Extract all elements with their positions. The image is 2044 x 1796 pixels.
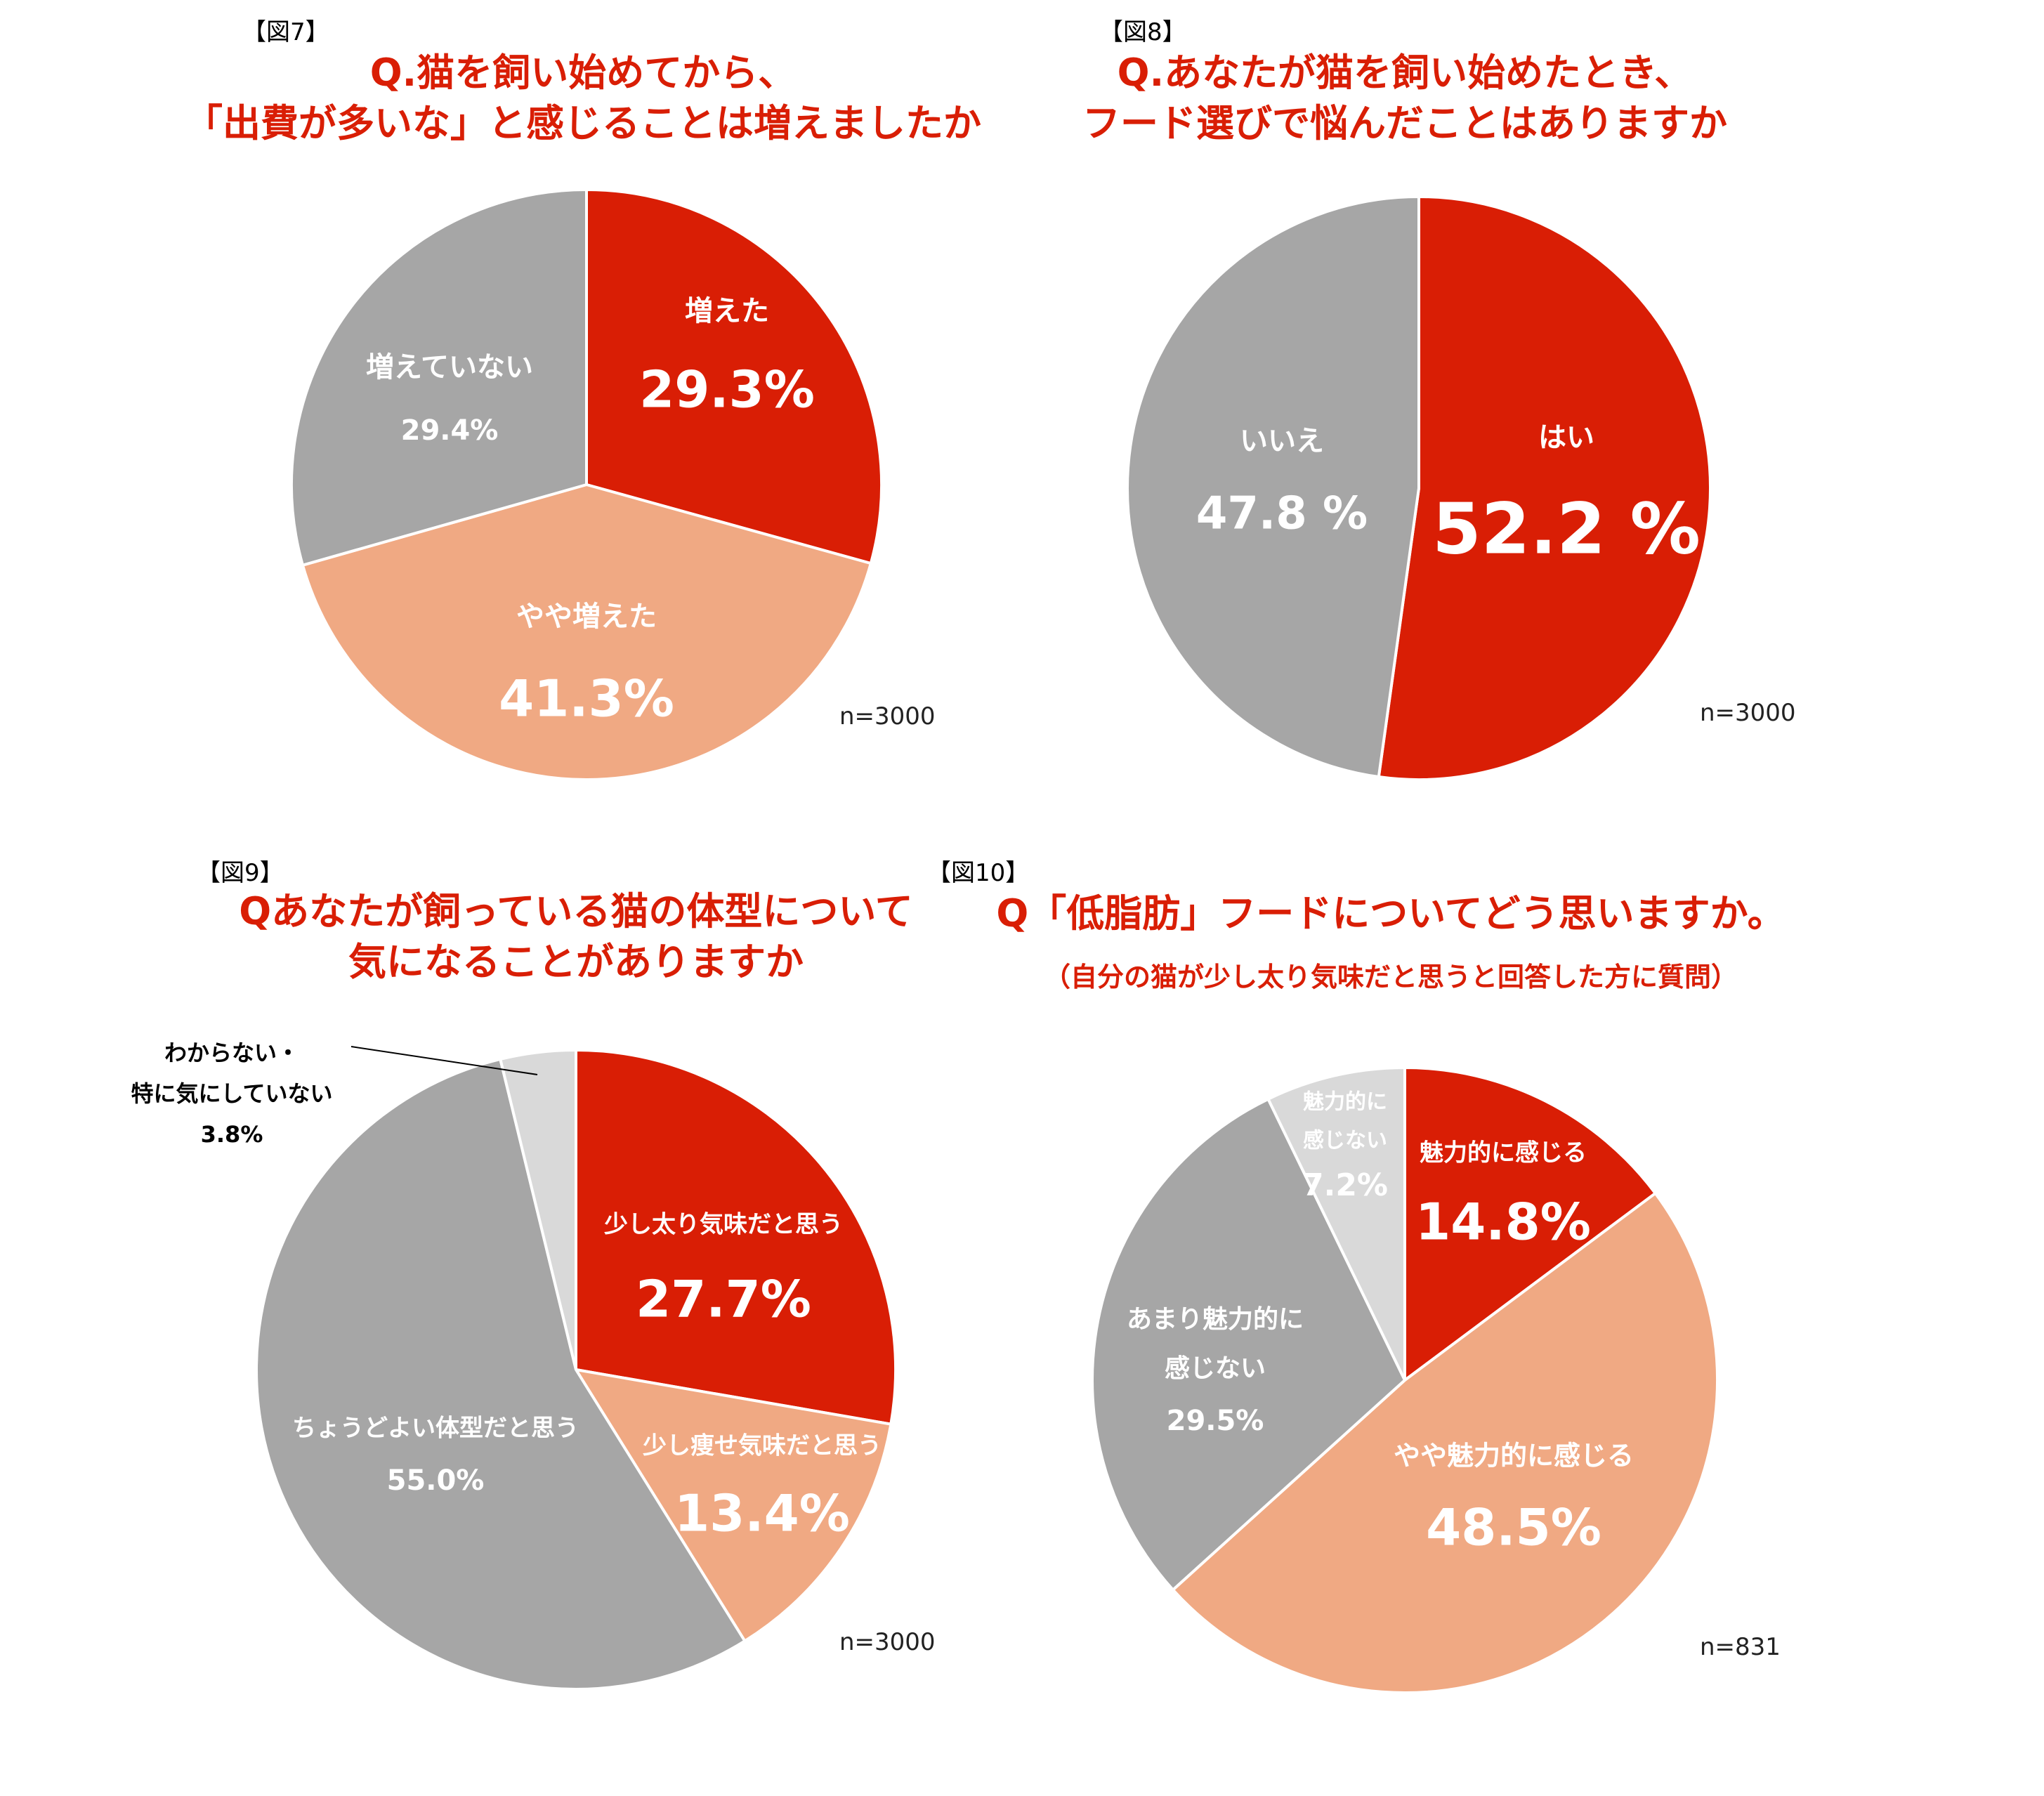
fig9-leader-line bbox=[351, 1046, 538, 1075]
fig9-outside-label: わからない・ 特に気にしていない 3.8% bbox=[105, 1033, 358, 1155]
fig9-outside-label-line1: わからない・ bbox=[164, 1040, 299, 1066]
fig10-slice-1-label: やや魅力的に感じる bbox=[1394, 1441, 1634, 1471]
fig9-n-label: n=3000 bbox=[839, 1628, 936, 1656]
fig8-slice-1 bbox=[1126, 195, 1420, 779]
fig7-title: Q.猫を飼い始めてから、 「出費が多いな」と感じることは増えましたか bbox=[0, 48, 1166, 149]
fig10-slice-2-label-line2: 感じない bbox=[1165, 1354, 1266, 1383]
fig9-slice-2-label: ちょうどよい体型だと思う bbox=[292, 1415, 579, 1443]
fig10-subtitle: （自分の猫が少し太り気味だと思うと回答した方に質問） bbox=[1043, 962, 1738, 992]
fig7-title-line2: 「出費が多いな」と感じることは増えましたか bbox=[185, 101, 981, 145]
fig10-label: 【図10】 bbox=[927, 859, 1030, 887]
fig10-slice-3 bbox=[1266, 1066, 1406, 1381]
fig7-slice-2 bbox=[290, 188, 588, 568]
fig9-slice-2-value: 55.0% bbox=[387, 1464, 485, 1497]
fig7-title-line1: Q.猫を飼い始めてから、 bbox=[369, 51, 797, 95]
fig10-slice-3-value: 7.2% bbox=[1302, 1167, 1388, 1203]
fig10-slice-1-value: 48.5% bbox=[1426, 1498, 1601, 1557]
fig9-slice-1-value: 13.4% bbox=[674, 1484, 850, 1543]
fig10-slice-0 bbox=[1403, 1066, 1658, 1383]
fig8-title-line2: フード選びで悩んだことはありますか bbox=[1082, 101, 1727, 145]
fig10-n-label: n=831 bbox=[1700, 1633, 1781, 1661]
fig7-slice-1-label: やや増えた bbox=[516, 601, 657, 633]
fig9-outside-label-line2: 特に気にしていない bbox=[131, 1080, 333, 1107]
fig8-slice-1-value: 47.8 % bbox=[1196, 488, 1368, 540]
fig10-slice-2-value: 29.5% bbox=[1167, 1405, 1264, 1437]
fig9-label: 【図9】 bbox=[197, 859, 284, 887]
fig9-title-line2: 気になることがありますか bbox=[348, 940, 804, 984]
fig7-slice-0-value: 29.3% bbox=[639, 360, 815, 419]
fig7-slice-1-value: 41.3% bbox=[499, 669, 674, 728]
fig10-title-line1: Q「低脂肪」フードについてどう思いますか。 bbox=[996, 891, 1786, 936]
fig8-slice-0-label: はい bbox=[1538, 421, 1594, 454]
fig9-slice-0-label: 少し太り気味だと思う bbox=[604, 1211, 843, 1239]
fig9-title: Qあなたが飼っている猫の体型について 気になることがありますか bbox=[211, 886, 941, 988]
fig8-title: Q.あなたが猫を飼い始めたとき、 フード選びで悩んだことはありますか bbox=[948, 48, 1861, 149]
fig7-label: 【図7】 bbox=[242, 18, 329, 46]
fig8-slice-0 bbox=[1377, 195, 1712, 781]
fig9-slice-2 bbox=[255, 1057, 747, 1691]
fig10-title: Q「低脂肪」フードについてどう思いますか。 bbox=[913, 889, 1868, 939]
fig8-label: 【図8】 bbox=[1099, 18, 1186, 46]
fig8-slice-1-label: いいえ bbox=[1240, 425, 1324, 457]
fig9-slice-0 bbox=[575, 1048, 897, 1426]
fig10-slice-3-label-line2: 感じない bbox=[1303, 1129, 1387, 1153]
fig10-slice-1 bbox=[1171, 1191, 1719, 1695]
fig8-n-label: n=3000 bbox=[1700, 699, 1796, 727]
fig7-slice-0 bbox=[585, 188, 883, 565]
fig10-slice-0-value: 14.8% bbox=[1415, 1193, 1591, 1252]
fig10-slice-3-label-line1: 魅力的に bbox=[1303, 1090, 1387, 1115]
fig7-slice-0-label: 増えた bbox=[685, 295, 769, 327]
fig9-slice-1-label: 少し痩せ気味だと思う bbox=[643, 1432, 882, 1460]
fig7-n-label: n=3000 bbox=[839, 702, 936, 730]
fig9-outside-value: 3.8% bbox=[200, 1121, 263, 1148]
fig9-slice-1 bbox=[572, 1368, 893, 1644]
fig9-slice-0-value: 27.7% bbox=[636, 1270, 811, 1329]
fig7-slice-2-label: 増えていない bbox=[366, 351, 533, 384]
fig7-slice-2-value: 29.4% bbox=[401, 414, 499, 447]
fig8-slice-0-value: 52.2 % bbox=[1432, 487, 1701, 570]
fig9-slice-3 bbox=[498, 1048, 577, 1370]
fig10-slice-2-label-line1: あまり魅力的に bbox=[1127, 1305, 1304, 1334]
fig9-title-line1: Qあなたが飼っている猫の体型について bbox=[239, 889, 913, 933]
fig10-slice-0-label: 魅力的に感じる bbox=[1420, 1139, 1587, 1167]
fig8-title-line1: Q.あなたが猫を飼い始めたとき、 bbox=[1117, 51, 1693, 95]
fig7-slice-1 bbox=[301, 483, 873, 781]
